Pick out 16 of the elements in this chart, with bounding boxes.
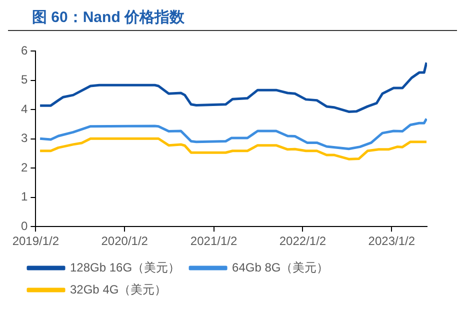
y-tick-label: 3 bbox=[20, 131, 28, 146]
x-tick-label: 2020/1/2 bbox=[101, 234, 148, 248]
y-tick-label: 5 bbox=[20, 72, 28, 87]
y-tick-label: 4 bbox=[20, 102, 28, 116]
y-tick-label: 2 bbox=[20, 160, 28, 174]
chart-title: 图 60：Nand 价格指数 bbox=[8, 8, 457, 31]
legend-label: 128Gb 16G（美元） bbox=[70, 260, 180, 274]
x-tick-label: 2021/1/2 bbox=[190, 234, 238, 248]
x-tick-label: 2023/1/2 bbox=[368, 234, 416, 248]
x-tick-label: 2019/1/2 bbox=[12, 234, 60, 248]
x-tick-label: 2022/1/2 bbox=[279, 234, 326, 248]
legend-label: 64Gb 8G（美元） bbox=[232, 260, 329, 274]
legend-label: 32Gb 4G（美元） bbox=[70, 282, 167, 296]
y-tick-label: 6 bbox=[20, 44, 28, 58]
y-tick-label: 1 bbox=[20, 190, 28, 204]
y-tick-label: 0 bbox=[20, 218, 28, 233]
